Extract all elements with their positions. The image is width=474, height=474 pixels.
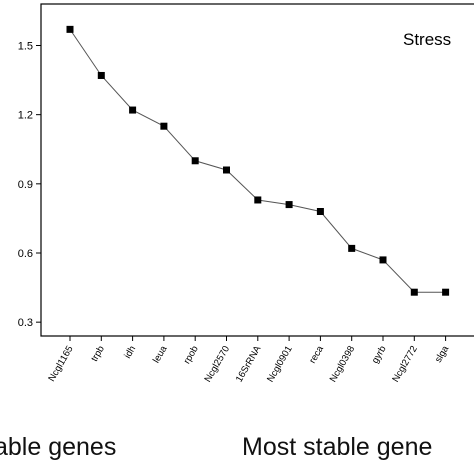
data-point [97,71,105,79]
data-point [379,256,387,264]
least-stable-genes-label: able genes [0,433,117,461]
x-tick-label: trpb [89,344,107,364]
x-tick-label: Ncgl0901 [265,344,295,384]
x-tick-label: leua [151,343,170,365]
data-point [348,244,356,252]
most-stable-genes-label: Most stable gene [242,433,433,461]
data-point [66,25,74,33]
y-tick-label: 0.3 [18,317,33,329]
x-tick-label: Ncgl2570 [203,344,233,384]
x-tick-label: Ncgl0398 [328,344,358,384]
data-point [129,106,137,114]
x-tick-label: slga [433,343,452,364]
x-tick-label: 16SrRNA [234,343,264,384]
y-axis-ticks: 0.3 0.6 0.9 1.2 1.5 [18,41,41,329]
series [66,25,450,296]
plot-frame [40,3,474,337]
x-axis-ticks: Ncgl1165 trpb idh leua rpob Ncgl2570 16SrRNA Nc… [46,336,452,384]
x-tick-label: gyrb [370,344,389,366]
x-tick-label: rpob [182,344,201,366]
y-tick-label: 0.9 [18,179,33,191]
series-line [69,29,446,293]
x-tick-label: Ncgl1165 [46,344,75,384]
y-tick-label: 0.6 [18,248,33,260]
x-tick-label: Ncgl2772 [390,344,420,384]
axes [40,3,474,337]
y-tick-label: 1.5 [18,41,33,53]
data-point [410,288,418,296]
data-point [160,122,168,130]
data-point [223,166,230,174]
data-point [191,157,199,165]
x-tick-label: reca [307,343,326,365]
stress-annotation: Stress [403,30,451,49]
data-point [316,208,324,215]
data-point [442,288,450,296]
y-tick-label: 1.2 [18,110,33,122]
data-point [285,201,293,209]
x-tick-label: idh [122,344,138,360]
data-point [254,196,262,204]
